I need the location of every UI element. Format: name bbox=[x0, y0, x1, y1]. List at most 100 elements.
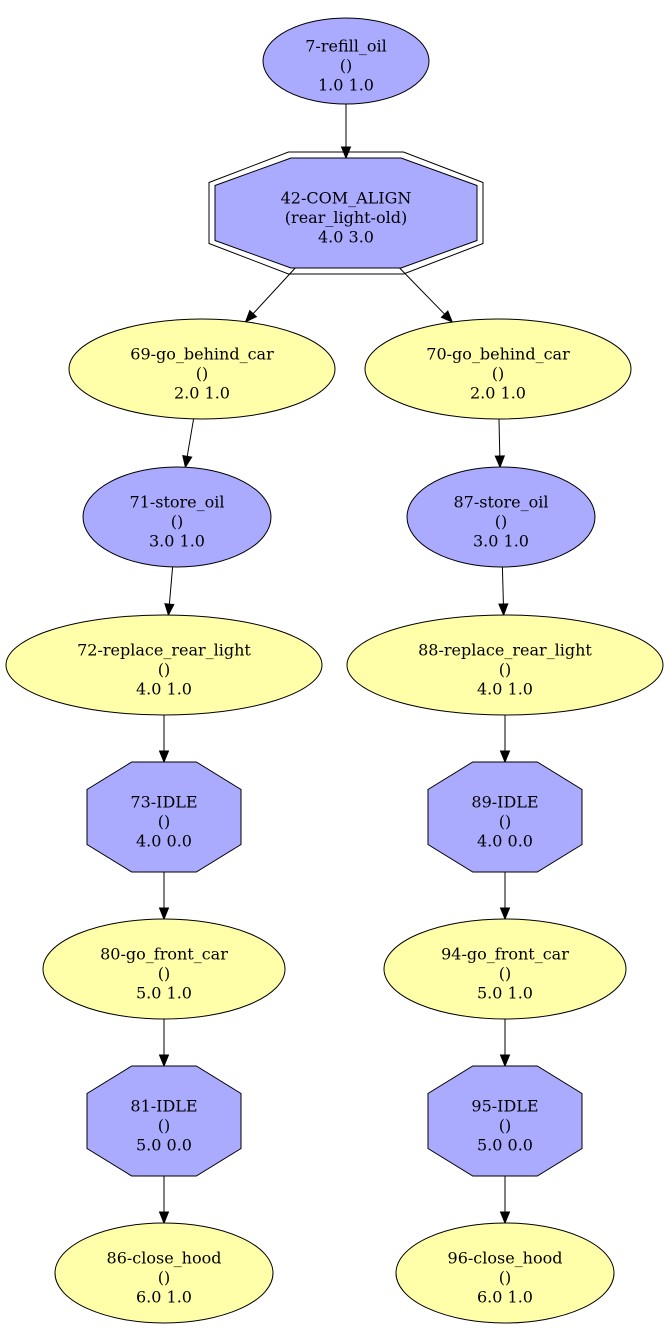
arrowhead-icon bbox=[244, 309, 258, 323]
node-values: 4.0 1.0 bbox=[136, 680, 192, 699]
node-params: () bbox=[196, 364, 208, 383]
node-42-com-align[interactable]: 42-COM_ALIGN(rear_light-old)4.0 3.0 bbox=[208, 151, 484, 275]
node-title: 89-IDLE bbox=[471, 793, 538, 812]
node-values: 5.0 0.0 bbox=[477, 1136, 533, 1155]
node-shape-ellipse bbox=[406, 466, 596, 568]
node-params: (rear_light-old) bbox=[285, 208, 407, 227]
node-values: 4.0 1.0 bbox=[477, 680, 533, 699]
node-80-go-front-car[interactable]: 80-go_front_car()5.0 1.0 bbox=[42, 918, 286, 1020]
node-shape-ellipse bbox=[383, 918, 627, 1020]
node-params: () bbox=[171, 512, 183, 531]
node-values: 5.0 0.0 bbox=[136, 1136, 192, 1155]
node-title: 94-go_front_car bbox=[441, 945, 569, 964]
node-7-refill-oil[interactable]: 7-refill_oil()1.0 1.0 bbox=[262, 17, 430, 105]
node-values: 2.0 1.0 bbox=[470, 384, 526, 403]
node-72-replace-rear-light[interactable]: 72-replace_rear_light()4.0 1.0 bbox=[5, 614, 323, 716]
node-title: 95-IDLE bbox=[471, 1097, 538, 1116]
arrowhead-icon bbox=[499, 907, 511, 921]
arrowhead-icon bbox=[440, 310, 454, 324]
node-title: 42-COM_ALIGN bbox=[281, 189, 412, 208]
node-shape-ellipse bbox=[364, 318, 632, 420]
node-values: 4.0 0.0 bbox=[136, 832, 192, 851]
node-params: () bbox=[340, 56, 352, 75]
edge-line bbox=[252, 267, 296, 315]
node-values: 5.0 1.0 bbox=[477, 984, 533, 1003]
node-shape-octagon bbox=[427, 761, 583, 873]
node-71-store-oil[interactable]: 71-store_oil()3.0 1.0 bbox=[82, 466, 272, 568]
edge-line bbox=[186, 418, 195, 457]
node-values: 3.0 1.0 bbox=[149, 532, 205, 551]
node-86-close-hood[interactable]: 86-close_hood()6.0 1.0 bbox=[54, 1222, 274, 1324]
node-title: 80-go_front_car bbox=[100, 945, 228, 964]
node-params: () bbox=[499, 812, 511, 831]
node-values: 6.0 1.0 bbox=[477, 1288, 533, 1307]
node-title: 73-IDLE bbox=[130, 793, 197, 812]
node-70-go-behind-car[interactable]: 70-go_behind_car()2.0 1.0 bbox=[364, 318, 632, 420]
node-title: 81-IDLE bbox=[130, 1097, 197, 1116]
node-shape-ellipse bbox=[5, 614, 323, 716]
node-shape-ellipse bbox=[42, 918, 286, 1020]
node-params: () bbox=[158, 1116, 170, 1135]
edge-94-to-95 bbox=[499, 1019, 511, 1068]
arrowhead-icon bbox=[498, 603, 509, 617]
node-73-idle[interactable]: 73-IDLE()4.0 0.0 bbox=[86, 761, 242, 873]
node-shape-ellipse bbox=[346, 614, 664, 716]
node-88-replace-rear-light[interactable]: 88-replace_rear_light()4.0 1.0 bbox=[346, 614, 664, 716]
node-shape-octagon bbox=[86, 1065, 242, 1177]
node-95-idle[interactable]: 95-IDLE()5.0 0.0 bbox=[427, 1065, 583, 1177]
node-title: 7-refill_oil bbox=[305, 37, 386, 56]
node-values: 5.0 1.0 bbox=[136, 984, 192, 1003]
node-shape-ellipse bbox=[54, 1222, 274, 1324]
edge-72-to-73 bbox=[158, 715, 170, 764]
node-values: 4.0 3.0 bbox=[318, 228, 374, 247]
node-94-go-front-car[interactable]: 94-go_front_car()5.0 1.0 bbox=[383, 918, 627, 1020]
arrowhead-icon bbox=[158, 1211, 170, 1225]
node-69-go-behind-car[interactable]: 69-go_behind_car()2.0 1.0 bbox=[68, 318, 336, 420]
node-values: 4.0 0.0 bbox=[477, 832, 533, 851]
arrowhead-icon bbox=[494, 455, 506, 469]
edge-line bbox=[498, 418, 501, 457]
arrowhead-icon bbox=[499, 1054, 511, 1068]
node-96-close-hood[interactable]: 96-close_hood()6.0 1.0 bbox=[395, 1222, 615, 1324]
node-params: () bbox=[492, 364, 504, 383]
node-shape-octagon bbox=[427, 1065, 583, 1177]
edge-70-to-87 bbox=[494, 418, 506, 469]
node-89-idle[interactable]: 89-IDLE()4.0 0.0 bbox=[427, 761, 583, 873]
edge-42-to-69 bbox=[244, 267, 296, 323]
node-87-store-oil[interactable]: 87-store_oil()3.0 1.0 bbox=[406, 466, 596, 568]
arrowhead-icon bbox=[164, 603, 175, 617]
node-params: () bbox=[158, 1268, 170, 1287]
node-title: 96-close_hood bbox=[448, 1249, 563, 1268]
node-title: 87-store_oil bbox=[453, 493, 548, 512]
node-params: () bbox=[499, 660, 511, 679]
node-values: 6.0 1.0 bbox=[136, 1288, 192, 1307]
node-shape-outer-octagon bbox=[208, 151, 484, 275]
edge-line bbox=[501, 566, 504, 605]
edge-88-to-89 bbox=[499, 715, 511, 764]
edge-89-to-94 bbox=[499, 872, 511, 921]
node-title: 71-store_oil bbox=[129, 493, 224, 512]
node-params: () bbox=[158, 660, 170, 679]
node-title: 72-replace_rear_light bbox=[77, 641, 251, 660]
edge-69-to-71 bbox=[182, 418, 195, 469]
node-81-idle[interactable]: 81-IDLE()5.0 0.0 bbox=[86, 1065, 242, 1177]
arrowhead-icon bbox=[499, 750, 511, 764]
node-shape-ellipse bbox=[395, 1222, 615, 1324]
node-params: () bbox=[499, 1268, 511, 1287]
node-values: 1.0 1.0 bbox=[318, 76, 374, 95]
node-params: () bbox=[158, 812, 170, 831]
node-title: 69-go_behind_car bbox=[130, 345, 274, 364]
nodes-layer: 7-refill_oil()1.0 1.042-COM_ALIGN(rear_l… bbox=[5, 17, 664, 1324]
arrowhead-icon bbox=[158, 907, 170, 921]
node-values: 3.0 1.0 bbox=[473, 532, 529, 551]
edge-7-to-42 bbox=[340, 104, 352, 160]
node-shape-inner-octagon bbox=[214, 157, 478, 269]
arrowhead-icon bbox=[499, 1211, 511, 1225]
node-params: () bbox=[499, 1116, 511, 1135]
arrowhead-icon bbox=[158, 750, 170, 764]
edge-81-to-86 bbox=[158, 1176, 170, 1225]
node-params: () bbox=[158, 964, 170, 983]
node-values: 2.0 1.0 bbox=[174, 384, 230, 403]
node-params: () bbox=[499, 964, 511, 983]
edge-73-to-80 bbox=[158, 872, 170, 921]
